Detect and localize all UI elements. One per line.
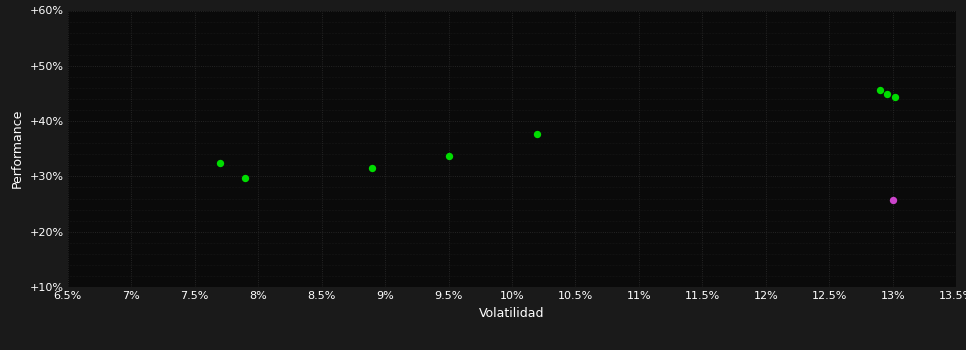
Point <box>872 88 888 93</box>
Point <box>529 132 545 137</box>
Point <box>238 175 253 181</box>
Point <box>879 91 895 97</box>
Y-axis label: Performance: Performance <box>11 109 24 188</box>
Point <box>888 94 903 99</box>
Point <box>213 160 228 166</box>
X-axis label: Volatilidad: Volatilidad <box>479 307 545 320</box>
Point <box>885 197 900 202</box>
Point <box>364 165 380 170</box>
Point <box>440 154 456 159</box>
